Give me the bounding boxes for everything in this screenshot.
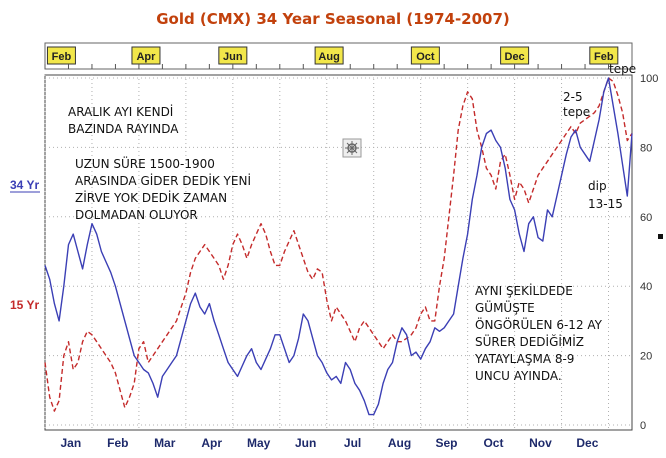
annotation-dip-line: dip xyxy=(588,179,607,193)
y-tick-label: 40 xyxy=(640,281,652,293)
bottom-month-label: Nov xyxy=(529,436,552,450)
bottom-month-label: Aug xyxy=(388,436,411,450)
bottom-month-labels: Jan Feb Mar Apr May Jun Jul Aug Sep Oct Nov Dec xyxy=(60,436,598,450)
top-month-box xyxy=(589,46,619,65)
top-month-label: Apr xyxy=(136,51,156,63)
legend-34yr: 34 Yr xyxy=(10,178,39,192)
chart-title: Gold (CMX) 34 Year Seasonal (1974-2007) xyxy=(156,10,510,28)
top-month-box xyxy=(314,46,344,65)
annotation-ayni-line: SÜRER DEDİĞİMİZ xyxy=(475,333,584,349)
top-month-box xyxy=(131,46,161,65)
y-axis-ticks: 0 20 40 60 80 100 xyxy=(640,73,658,432)
right-edge-marker xyxy=(658,234,663,239)
series-group xyxy=(44,77,633,416)
annotation-tepe25-line: 2-5 xyxy=(563,90,583,104)
series-line-15yr xyxy=(44,77,633,412)
annotation-tepe25-line: tepe xyxy=(563,105,590,119)
bottom-month-label: Jun xyxy=(295,436,316,450)
sun-icon xyxy=(342,138,362,158)
y-tick-label: 80 xyxy=(640,142,652,154)
chart-title-group: Gold (CMX) 34 Year Seasonal (1974-2007) xyxy=(156,10,510,28)
annotation-uzun-line: DOLMADAN OLUYOR xyxy=(75,208,198,222)
annotation-uzun-line: UZUN SÜRE 1500-1900 xyxy=(75,155,215,171)
bottom-month-label: Jan xyxy=(60,436,81,450)
annotation-ayni-line: GÜMÜŞTE xyxy=(475,299,535,315)
top-month-label: Jun xyxy=(223,51,243,63)
annotation-dip-line: 13-15 xyxy=(588,197,623,211)
top-month-label: Oct xyxy=(416,51,435,63)
y-tick-label: 60 xyxy=(640,212,652,224)
y-tick-label: 0 xyxy=(640,420,646,432)
top-month-labels: Feb Apr Jun Aug Oct Dec Feb xyxy=(44,46,633,69)
bottom-month-label: Oct xyxy=(483,436,503,450)
bottom-month-label: Jul xyxy=(344,436,361,450)
annotation-uzun-line: ZİRVE YOK DEDİK ZAMAN xyxy=(75,190,227,205)
bottom-month-label: Sep xyxy=(436,436,458,450)
bottom-month-label: Apr xyxy=(201,436,222,450)
bottom-month-label: May xyxy=(247,436,271,450)
annotation-ayni-line: UNCU AYINDA. xyxy=(475,369,562,383)
bottom-month-label: Feb xyxy=(107,436,128,450)
bottom-month-label: Dec xyxy=(576,436,598,450)
annotation-tepe1-line: tepe xyxy=(609,62,636,76)
top-month-label: Feb xyxy=(594,51,614,63)
annotation-ayni-line: YATAYLAŞMA 8-9 xyxy=(474,352,574,366)
annotation-aralik-line: ARALIK AYI KENDİ xyxy=(68,104,173,119)
y-tick-label: 20 xyxy=(640,351,652,363)
annotation-ayni-line: ÖNGÖRÜLEN 6-12 AY xyxy=(475,316,603,332)
top-month-box xyxy=(46,46,76,65)
annotation-aralik-line: BAZINDA RAYINDA xyxy=(68,122,179,136)
bottom-month-label: Mar xyxy=(154,436,176,450)
annotation-ayni-line: AYNI ŞEKİLDEDE xyxy=(475,283,573,298)
top-month-label: Aug xyxy=(318,51,339,63)
plot-area xyxy=(44,74,633,431)
top-month-box xyxy=(410,46,440,65)
annotation-uzun-line: ARASINDA GİDER DEDİK YENİ xyxy=(75,173,251,188)
series-line-34yr xyxy=(44,77,633,416)
legend-15yr: 15 Yr xyxy=(10,298,39,312)
top-month-label: Feb xyxy=(52,51,72,63)
top-month-label: Dec xyxy=(505,51,525,63)
y-tick-label: 100 xyxy=(640,73,658,85)
annotations: ARALIK AYI KENDİ BAZINDA RAYINDA UZUN SÜRE… xyxy=(68,62,636,383)
